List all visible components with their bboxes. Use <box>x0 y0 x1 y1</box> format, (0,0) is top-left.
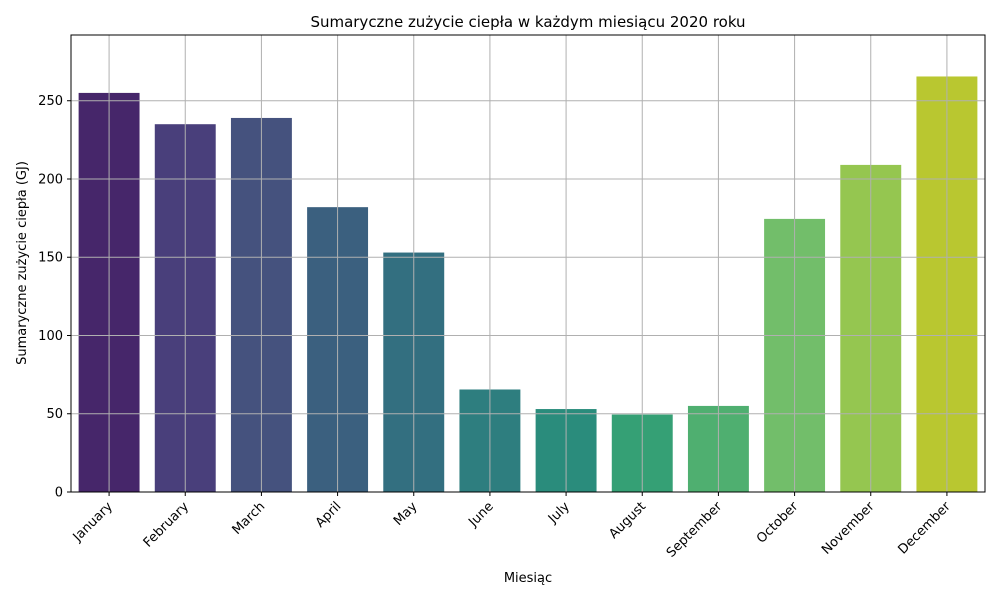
y-tick-label: 0 <box>55 486 63 501</box>
x-tick-label: September <box>664 499 726 561</box>
y-tick-label: 250 <box>38 94 63 109</box>
x-tick-label: October <box>754 499 802 547</box>
x-tick-label: April <box>313 499 345 531</box>
y-axis-label: Sumaryczne zużycie ciepła (GJ) <box>15 161 30 365</box>
y-tick-label: 150 <box>38 251 63 266</box>
x-tick-label: August <box>606 499 649 542</box>
x-tick-label: January <box>70 499 116 545</box>
y-tick-label: 100 <box>38 329 63 344</box>
y-axis-ticks: 0 50 100 150 200 250 <box>38 94 71 501</box>
y-tick-label: 200 <box>38 172 63 187</box>
chart-title: Sumaryczne zużycie ciepła w każdym miesi… <box>310 13 745 31</box>
plot-frame <box>70 34 986 493</box>
x-axis-ticks: January February March April May June July Augu… <box>70 492 954 561</box>
bars <box>78 76 978 493</box>
x-tick-label: February <box>141 499 193 551</box>
x-tick-label: March <box>230 499 269 538</box>
y-tick-label: 50 <box>46 407 63 422</box>
x-tick-label: July <box>545 499 573 527</box>
x-tick-label: December <box>895 499 954 558</box>
x-axis-label: Miesiąc <box>504 571 552 586</box>
x-tick-label: November <box>819 499 878 558</box>
x-tick-label: May <box>391 499 421 529</box>
x-tick-label: June <box>465 499 496 530</box>
